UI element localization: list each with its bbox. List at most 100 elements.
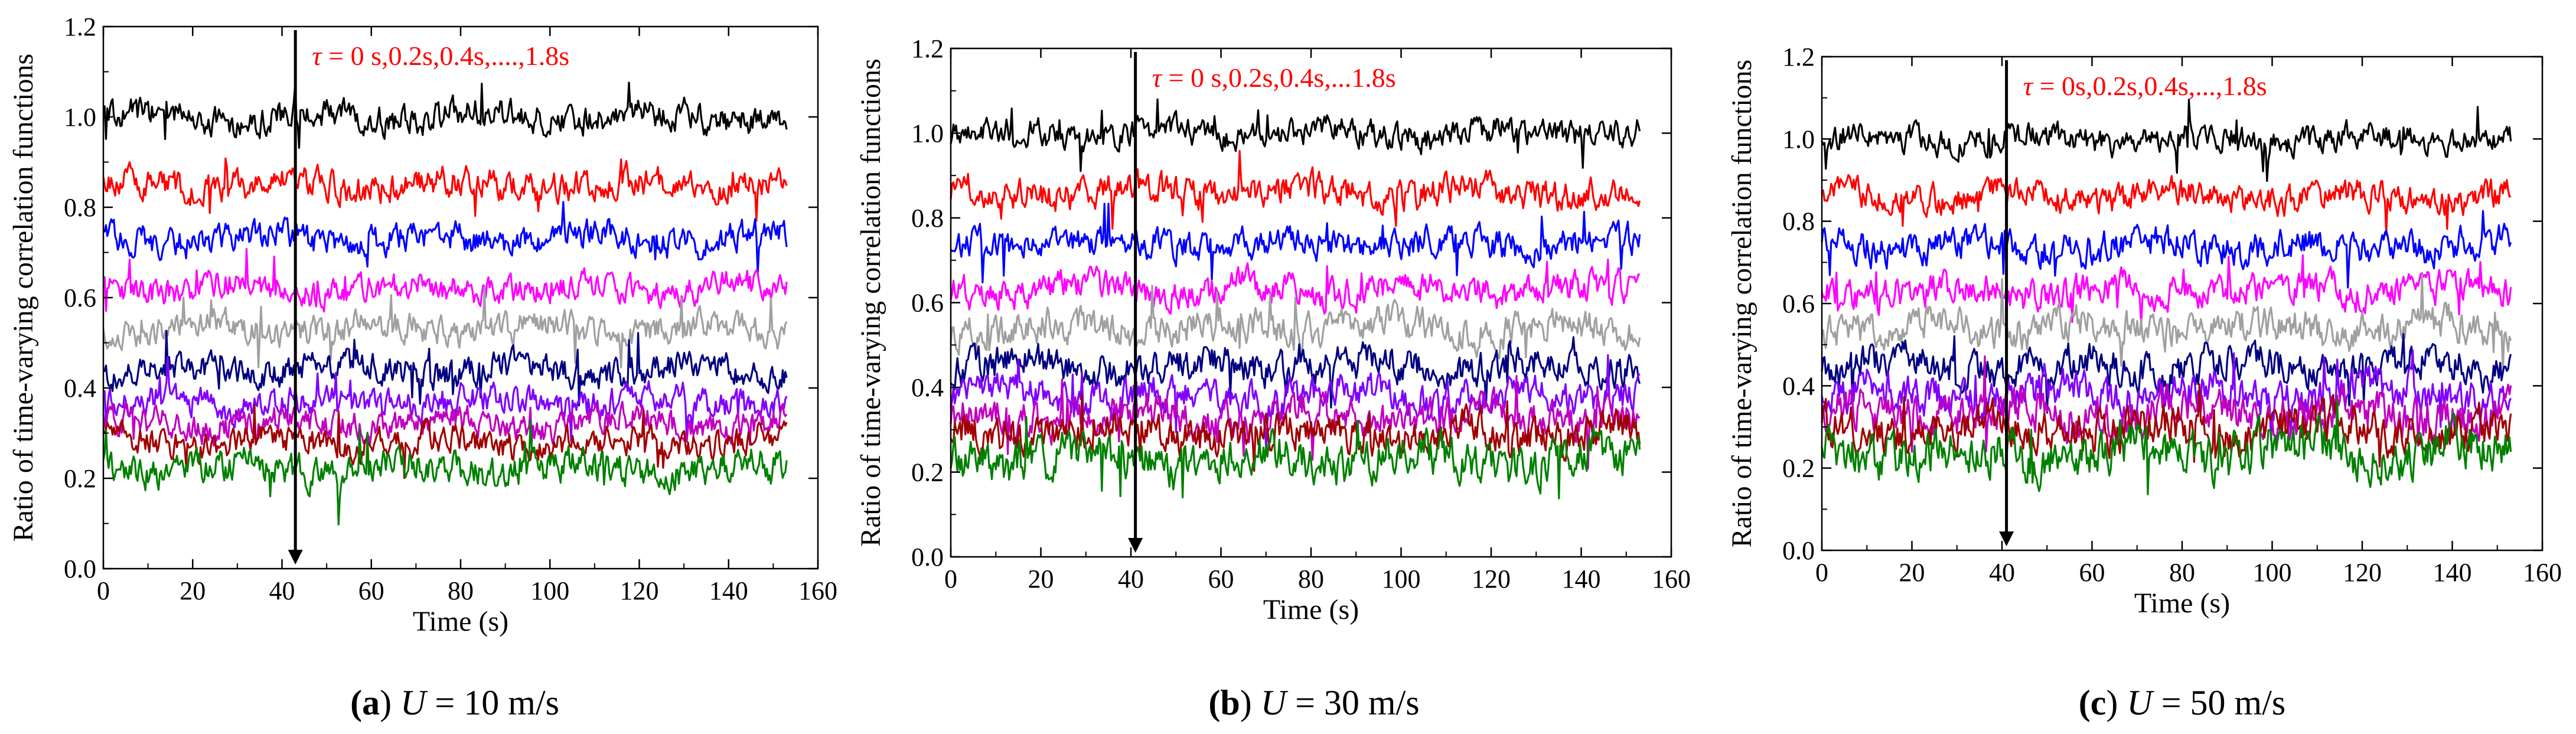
- caption-letter-bold: b: [1220, 683, 1240, 722]
- y-tick-label: 1.2: [911, 34, 944, 63]
- plot-lines: [102, 81, 788, 526]
- x-tick-label: 40: [1118, 565, 1144, 593]
- y-tick-label: 0.8: [64, 193, 96, 222]
- chart-panel-c: 0 20 40 60 80 100 120 140 160 0.0 0.2 0.4 0.6 0.8 1.0 1…: [1726, 43, 2562, 722]
- y-tick-label: 0.8: [1782, 207, 1815, 236]
- x-tick-label: 100: [2253, 558, 2292, 587]
- chart-panel-b: 0 20 40 60 80 100 120 140 160 0.0 0.2 0.4 0.6 0.8 1.0 1…: [855, 34, 1691, 722]
- series-line-a-2: [102, 201, 788, 275]
- y-tick-label: 1.0: [64, 103, 96, 132]
- x-tick-label: 20: [180, 576, 206, 605]
- y-tick-label: 0.6: [1782, 289, 1815, 318]
- y-tick-label: 0.4: [1782, 371, 1815, 400]
- series-line-a-0: [102, 81, 788, 149]
- series-line-c-8: [1821, 383, 2512, 468]
- tau-annotation: τ = 0 s,0.2s,0.4s,....,1.8s: [312, 41, 569, 71]
- x-tick-label: 60: [2079, 558, 2105, 587]
- tau-values: = 0 s,0.2s,0.4s,...1.8s: [1162, 63, 1396, 93]
- chart-panel-a: 0 20 40 60 80 100 120 140 160 0.0 0.2 0.4 0.6 0.8 1.0 1…: [8, 12, 837, 722]
- series-line-a-9: [102, 420, 788, 526]
- y-tick-label: 1.2: [1782, 43, 1815, 71]
- x-tick-label: 120: [1472, 565, 1511, 593]
- series-line-b-3: [950, 259, 1641, 315]
- x-axis-label: Time (s): [2134, 588, 2230, 619]
- x-tick-label: 0: [1815, 558, 1828, 587]
- series-line-a-7: [102, 400, 788, 447]
- y-tick-label: 1.0: [1782, 125, 1815, 154]
- tau-symbol: τ: [1152, 63, 1163, 93]
- x-tick-label: 120: [2343, 558, 2382, 587]
- x-tick-label: 160: [1652, 565, 1691, 593]
- series-line-b-5: [950, 336, 1641, 409]
- y-tick-label: 0.6: [911, 289, 944, 318]
- y-tick-label: 0.6: [64, 283, 96, 312]
- series-line-b-9: [950, 416, 1641, 500]
- caption-value: = 30 m/s: [1286, 683, 1420, 722]
- tau-values: = 0s,0.2s,0.4s,...,1.8s: [2033, 71, 2267, 101]
- series-line-b-4: [950, 285, 1641, 360]
- series-line-c-2: [1821, 210, 2512, 289]
- x-tick-label: 140: [709, 576, 748, 605]
- series-line-b-1: [950, 149, 1641, 230]
- x-tick-label: 140: [1562, 565, 1601, 593]
- tau-symbol: τ: [2023, 71, 2034, 101]
- y-axis-label: Ratio of time-varying correlation functi…: [8, 54, 39, 541]
- y-tick-label: 1.2: [64, 12, 96, 41]
- x-tick-label: 20: [1028, 565, 1054, 593]
- tau-values: = 0 s,0.2s,0.4s,....,1.8s: [322, 41, 570, 71]
- y-tick-label: 0.2: [64, 464, 96, 493]
- tau-symbol: τ: [312, 41, 322, 71]
- series-line-a-5: [102, 330, 788, 407]
- x-tick-label: 0: [944, 565, 957, 593]
- x-tick-label: 80: [1298, 565, 1324, 593]
- panel-caption: (c) U = 50 m/s: [2079, 683, 2285, 722]
- x-tick-label: 160: [798, 576, 837, 605]
- y-tick-label: 0.0: [911, 543, 944, 572]
- caption-value: = 10 m/s: [426, 683, 559, 722]
- caption-letter-close: ): [380, 683, 400, 722]
- caption-value: = 50 m/s: [2153, 683, 2286, 722]
- tau-annotation: τ = 0s,0.2s,0.4s,...,1.8s: [2023, 71, 2267, 101]
- panel-caption: (a) U = 10 m/s: [350, 683, 559, 722]
- series-line-b-6: [950, 354, 1641, 453]
- x-tick-label: 40: [269, 576, 295, 605]
- series-line-c-3: [1821, 254, 2512, 328]
- y-tick-label: 0.2: [1782, 454, 1815, 483]
- panel-caption: (b) U = 30 m/s: [1208, 683, 1419, 722]
- caption-letter-bold: a: [362, 683, 380, 722]
- caption-letter: (: [350, 683, 362, 722]
- x-tick-label: 120: [620, 576, 659, 605]
- plot-lines: [1821, 99, 2512, 495]
- caption-variable: U: [400, 683, 428, 722]
- y-tick-label: 0.8: [911, 204, 944, 233]
- x-axis-label: Time (s): [1263, 594, 1359, 625]
- x-tick-label: 60: [1208, 565, 1234, 593]
- caption-letter: (: [1208, 683, 1220, 722]
- series-line-b-2: [950, 203, 1641, 283]
- tau-annotation: τ = 0 s,0.2s,0.4s,...1.8s: [1152, 63, 1396, 93]
- series-line-b-8: [950, 393, 1641, 472]
- x-tick-label: 0: [97, 576, 110, 605]
- x-tick-label: 80: [2169, 558, 2195, 587]
- y-tick-label: 0.0: [1782, 536, 1815, 565]
- x-tick-label: 100: [1382, 565, 1421, 593]
- x-tick-label: 80: [448, 576, 474, 605]
- x-tick-label: 140: [2433, 558, 2472, 587]
- y-tick-label: 0.4: [911, 373, 944, 402]
- y-tick-label: 0.4: [64, 374, 96, 403]
- plot-lines: [950, 98, 1641, 500]
- caption-letter-close: ): [1240, 683, 1261, 722]
- x-axis-label: Time (s): [413, 606, 508, 637]
- series-line-a-6: [102, 355, 788, 443]
- caption-letter-close: ): [2106, 683, 2127, 722]
- y-tick-label: 1.0: [911, 119, 944, 148]
- y-tick-label: 0.2: [911, 458, 944, 487]
- series-line-c-9: [1821, 399, 2512, 495]
- series-line-a-8: [102, 404, 788, 479]
- y-axis-label: Ratio of time-varying correlation functi…: [1726, 60, 1757, 547]
- caption-variable: U: [2127, 683, 2154, 722]
- series-line-c-0: [1821, 99, 2512, 182]
- series-line-b-0: [950, 98, 1641, 172]
- plot-frame: [102, 25, 819, 570]
